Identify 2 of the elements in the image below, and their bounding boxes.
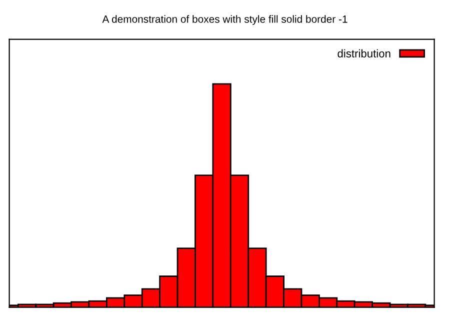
legend-label: distribution: [338, 49, 390, 58]
chart-title: A demonstration of boxes with style fill solid border -1: [102, 15, 348, 25]
